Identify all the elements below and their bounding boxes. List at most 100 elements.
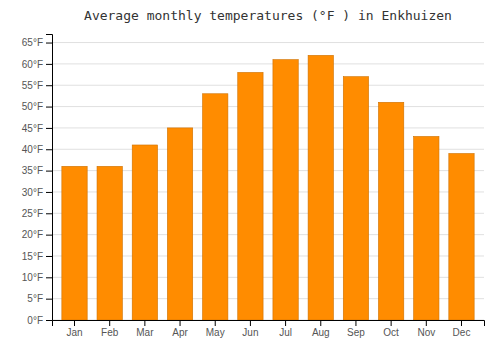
bar	[378, 102, 403, 320]
bar	[273, 60, 298, 320]
x-axis-line	[53, 321, 485, 327]
y-tick-label: 15°F	[22, 251, 43, 262]
y-tick-label: 65°F	[22, 37, 43, 48]
bar	[97, 166, 122, 320]
x-tick-label: Dec	[453, 327, 471, 338]
y-tick-mark	[46, 299, 52, 300]
x-tick-label: Oct	[383, 327, 399, 338]
bar	[203, 94, 228, 320]
y-tick: 10°F	[22, 272, 52, 283]
x-tick-label: Jul	[279, 327, 292, 338]
x-tick-mark	[180, 320, 181, 326]
bar	[238, 72, 263, 320]
bar	[343, 77, 368, 320]
x-tick-mark	[355, 320, 356, 326]
y-tick-mark	[46, 128, 52, 129]
x-tick-label: Feb	[101, 327, 119, 338]
bars	[62, 55, 474, 320]
x-tick: Jan	[66, 320, 82, 338]
x-tick: May	[206, 320, 225, 338]
x-tick-label: Aug	[312, 327, 330, 338]
y-axis-line	[46, 35, 53, 321]
y-tick-mark	[46, 171, 52, 172]
y-tick-mark	[46, 235, 52, 236]
grid	[52, 43, 484, 320]
bar	[308, 55, 333, 320]
title: Average monthly temperatures (°F ) in En…	[84, 8, 452, 23]
bar	[449, 154, 474, 320]
x-tick: Dec	[453, 320, 471, 338]
y-tick-mark	[46, 149, 52, 150]
y-tick-mark	[46, 213, 52, 214]
y-tick: 45°F	[22, 123, 52, 134]
plot: 0°F 5°F 10°F 15°F 20°F 25°F 30°F 35°F 40°F 45°F 50…	[22, 35, 485, 339]
x-tick: Nov	[417, 320, 435, 338]
y-tick-label: 30°F	[22, 187, 43, 198]
y-tick-mark	[46, 320, 52, 321]
x-tick-label: Apr	[172, 327, 188, 338]
x-tick: Apr	[172, 320, 188, 338]
y-tick-label: 45°F	[22, 123, 43, 134]
y-tick-label: 10°F	[22, 272, 43, 283]
y-tick: 40°F	[22, 144, 52, 155]
y-tick-mark	[46, 85, 52, 86]
y-tick: 5°F	[27, 293, 52, 304]
grid-line	[52, 63, 484, 64]
x-tick-label: Sep	[347, 327, 365, 338]
y-axis: 0°F 5°F 10°F 15°F 20°F 25°F 30°F 35°F 40°F 45°F 50…	[22, 35, 53, 326]
x-tick-label: Jan	[66, 327, 82, 338]
y-tick: 30°F	[22, 187, 52, 198]
x-tick-label: Nov	[417, 327, 435, 338]
y-tick-label: 20°F	[22, 229, 43, 240]
x-axis: Jan Feb Mar Apr May Jun Jul Aug Sep Oct Nov Dec	[53, 320, 485, 338]
y-tick: 35°F	[22, 165, 52, 176]
x-tick-mark	[320, 320, 321, 326]
y-tick-label: 60°F	[22, 59, 43, 70]
y-tick: 25°F	[22, 208, 52, 219]
y-tick: 60°F	[22, 59, 52, 70]
y-tick-mark	[46, 107, 52, 108]
y-tick-mark	[46, 43, 52, 44]
x-tick-mark	[215, 320, 216, 326]
x-tick: Jun	[242, 320, 258, 338]
x-tick-mark	[250, 320, 251, 326]
x-tick-label: May	[206, 327, 225, 338]
y-tick: 65°F	[22, 37, 52, 48]
x-tick: Mar	[136, 320, 154, 338]
x-tick-mark	[144, 320, 145, 326]
x-tick-label: Jun	[242, 327, 258, 338]
y-tick: 0°F	[27, 315, 52, 326]
grid-line	[52, 85, 484, 86]
x-tick-mark	[461, 320, 462, 326]
x-tick-mark	[285, 320, 286, 326]
x-tick-mark	[391, 320, 392, 326]
y-tick: 50°F	[22, 101, 52, 112]
grid-line	[52, 42, 484, 43]
y-tick-label: 25°F	[22, 208, 43, 219]
x-tick-mark	[426, 320, 427, 326]
y-tick-mark	[46, 64, 52, 65]
y-tick-mark	[46, 256, 52, 257]
chart: 0°F 5°F 10°F 15°F 20°F 25°F 30°F 35°F 40°F 45°F 50…	[0, 0, 500, 350]
x-tick: Oct	[383, 320, 399, 338]
bar	[132, 145, 157, 320]
y-tick: 15°F	[22, 251, 52, 262]
grid-line	[52, 127, 484, 128]
y-tick-label: 50°F	[22, 101, 43, 112]
y-tick-mark	[46, 277, 52, 278]
y-tick: 55°F	[22, 80, 52, 91]
y-tick-label: 5°F	[27, 293, 43, 304]
y-tick: 20°F	[22, 229, 52, 240]
x-tick: Sep	[347, 320, 365, 338]
y-tick-mark	[46, 192, 52, 193]
y-tick-label: 55°F	[22, 80, 43, 91]
bar	[167, 128, 192, 320]
x-tick: Feb	[101, 320, 119, 338]
x-tick: Aug	[312, 320, 330, 338]
bar	[62, 166, 87, 320]
y-tick-label: 40°F	[22, 144, 43, 155]
bar	[414, 136, 439, 320]
x-tick-label: Mar	[136, 327, 154, 338]
grid-line	[52, 106, 484, 107]
x-tick-mark	[109, 320, 110, 326]
